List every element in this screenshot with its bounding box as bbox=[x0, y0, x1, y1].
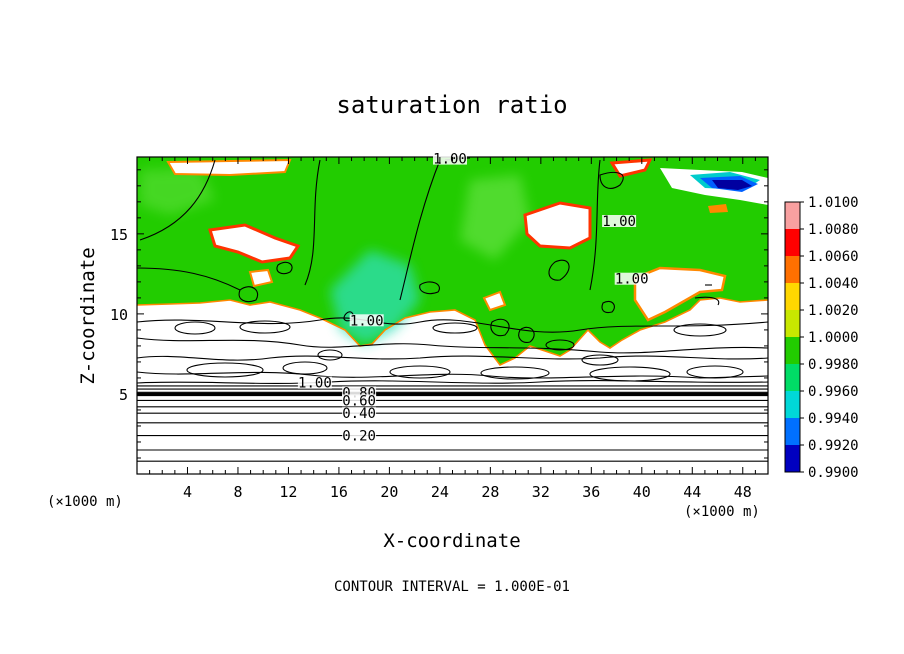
colorbar-label: 1.0020 bbox=[808, 303, 859, 319]
contour-label: 1.00 bbox=[350, 313, 384, 329]
colorbar-label: 0.9900 bbox=[808, 465, 859, 481]
colorbar-label: 0.9920 bbox=[808, 438, 859, 454]
saturation-field bbox=[137, 157, 768, 474]
colorbar-label: 1.0040 bbox=[808, 276, 859, 292]
contour-label-bg bbox=[342, 394, 377, 407]
contour-label: 0.20 bbox=[342, 429, 376, 445]
chart-title: saturation ratio bbox=[336, 91, 567, 119]
colorbar-band bbox=[785, 418, 800, 446]
x-tick-label: 4 bbox=[183, 483, 192, 501]
x-tick-label: 32 bbox=[532, 483, 550, 501]
colorbar-label: 1.0000 bbox=[808, 330, 859, 346]
contour-label: 0.40 bbox=[342, 406, 376, 422]
contour-label: 1.00 bbox=[602, 214, 636, 230]
x-tick-label: 24 bbox=[431, 483, 449, 501]
x-tick-label: 48 bbox=[734, 483, 752, 501]
y-tick-label: 15 bbox=[110, 226, 128, 244]
x-tick-label: 36 bbox=[582, 483, 600, 501]
colorbar-band bbox=[785, 256, 800, 284]
x-tick-label: 8 bbox=[233, 483, 242, 501]
contour-label-bg bbox=[602, 215, 637, 227]
colorbar-band bbox=[785, 229, 800, 257]
colorbar-band bbox=[785, 391, 800, 419]
colorbar-band bbox=[785, 337, 800, 365]
stable-layer-contours bbox=[137, 385, 768, 462]
contour-label-bg bbox=[433, 152, 467, 165]
x-axis: 4 8 12 16 20 24 28 32 36 40 44 48 bbox=[149, 157, 756, 501]
colorbar-label: 1.0100 bbox=[808, 195, 859, 211]
upper-contours bbox=[137, 157, 720, 306]
contour-label: 1.00 bbox=[615, 272, 649, 288]
saturated-region bbox=[137, 157, 768, 365]
y-axis-label: Z-coordinate bbox=[77, 247, 99, 384]
colorbar-label: 0.9980 bbox=[808, 357, 859, 373]
y-tick-label: 5 bbox=[119, 386, 128, 404]
x-tick-label: 28 bbox=[481, 483, 499, 501]
colorbar-band bbox=[785, 310, 800, 338]
contour-labels: 1.00 1.00 1.00 1.00 1.00 0.80 0.60 0.40 … bbox=[297, 152, 649, 445]
x-tick-label: 44 bbox=[683, 483, 701, 501]
contour-label-bg bbox=[297, 376, 332, 389]
colorbar-label: 1.0080 bbox=[808, 222, 859, 238]
x-tick-label: 20 bbox=[380, 483, 398, 501]
y-axis: 5 10 15 bbox=[110, 169, 768, 459]
y-tick-label: 10 bbox=[110, 306, 128, 324]
contour-label-bg bbox=[342, 429, 377, 442]
cloud-patches bbox=[166, 158, 727, 322]
contour-label: 1.00 bbox=[298, 376, 332, 392]
x-unit-right: (×1000 m) bbox=[684, 504, 760, 520]
colorbar-band bbox=[785, 445, 800, 473]
colorbar-label: 1.0060 bbox=[808, 249, 859, 265]
x-tick-label: 12 bbox=[279, 483, 297, 501]
contour-label-bg bbox=[342, 407, 377, 420]
contour-label-bg bbox=[614, 272, 649, 285]
x-axis-label: X-coordinate bbox=[383, 530, 520, 552]
contour-interval-note: CONTOUR INTERVAL = 1.000E-01 bbox=[334, 579, 570, 595]
contour-label-bg bbox=[349, 314, 384, 327]
colorbar-band bbox=[785, 283, 800, 311]
x-tick-label: 16 bbox=[330, 483, 348, 501]
colorbar: 1.0100 1.0080 1.0060 1.0040 1.0020 1.0000 0.99… bbox=[784, 195, 859, 481]
x-unit-left: (×1000 m) bbox=[47, 494, 123, 510]
contour-label: 1.00 bbox=[433, 152, 467, 168]
lower-contours bbox=[137, 300, 768, 384]
x-tick-label: 40 bbox=[633, 483, 651, 501]
colorbar-label: 0.9960 bbox=[808, 384, 859, 400]
dry-patch-upper-right bbox=[660, 168, 768, 213]
colorbar-band bbox=[785, 364, 800, 392]
colorbar-label: 0.9940 bbox=[808, 411, 859, 427]
contour-label: 0.60 bbox=[342, 393, 376, 409]
colorbar-band bbox=[785, 202, 800, 230]
